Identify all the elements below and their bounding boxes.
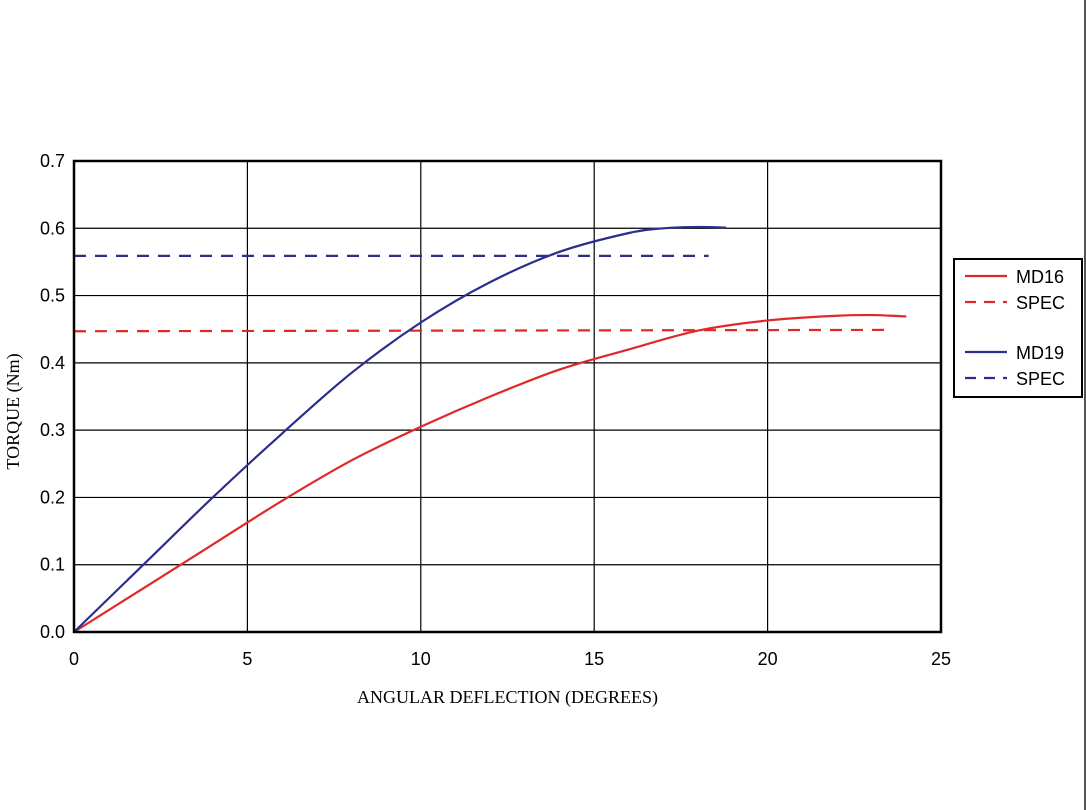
x-tick-label: 15 (584, 649, 604, 669)
series-line-spec-dashed (73, 328, 889, 333)
legend-label: MD16 (1016, 267, 1064, 287)
legend: MD16 SPEC MD19 SPEC (953, 258, 1083, 398)
series-line-md19 (73, 225, 727, 633)
grid (74, 161, 941, 632)
y-tick-label: 0.0 (40, 622, 65, 642)
series-lines (73, 225, 907, 633)
x-tick-label: 10 (411, 649, 431, 669)
y-tick-label: 0.1 (40, 555, 65, 575)
tick-labels: 0 5 10 15 20 25 0.0 0.1 0.2 0.3 0.4 0.5 0.6 0.7 (40, 151, 951, 669)
y-tick-label: 0.7 (40, 151, 65, 171)
plot-frame (72, 159, 943, 634)
y-tick-label: 0.5 (40, 286, 65, 306)
y-axis-title: TORQUE (Nm) (3, 353, 24, 469)
x-tick-label: 20 (758, 649, 778, 669)
window-edge (1084, 0, 1086, 810)
y-tick-label: 0.3 (40, 420, 65, 440)
legend-box (953, 258, 1083, 398)
y-tick-label: 0.6 (40, 218, 65, 238)
legend-label: SPEC (1016, 369, 1065, 389)
x-tick-label: 0 (69, 649, 79, 669)
y-tick-label: 0.4 (40, 353, 65, 373)
x-tick-label: 5 (242, 649, 252, 669)
y-tick-label: 0.2 (40, 487, 65, 507)
x-tick-label: 25 (931, 649, 951, 669)
legend-label: MD19 (1016, 343, 1064, 363)
legend-label: SPEC (1016, 293, 1065, 313)
x-axis-title: ANGULAR DEFLECTION (DEGREES) (357, 687, 658, 708)
series-line-md16 (73, 313, 907, 633)
